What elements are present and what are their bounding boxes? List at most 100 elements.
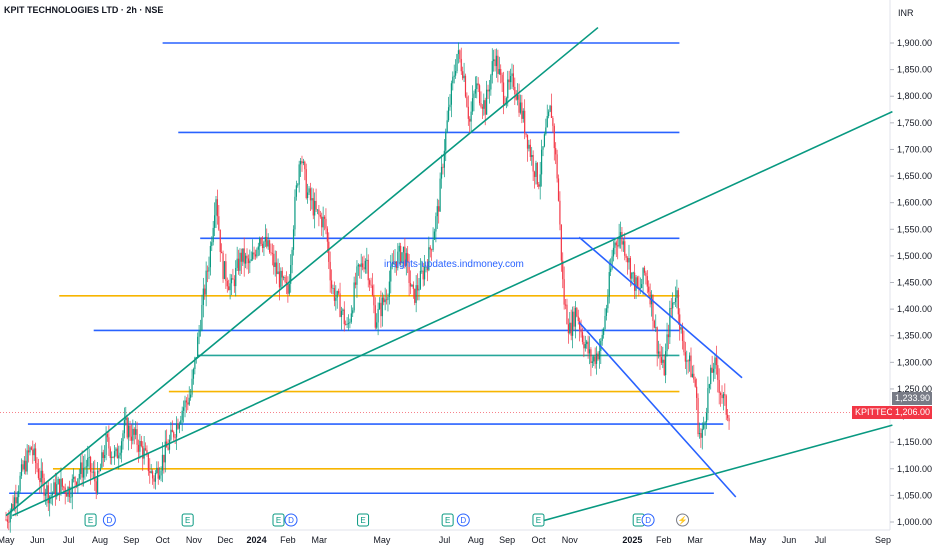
earnings-event-badge <box>532 513 545 527</box>
dividend-event-label: D <box>645 516 651 525</box>
candle-body <box>635 277 637 291</box>
candle-body <box>525 133 527 135</box>
candle-body <box>308 188 310 193</box>
currency-label: INR <box>898 8 914 18</box>
candle-body <box>150 471 152 473</box>
candle-body <box>539 174 541 187</box>
candle-body <box>564 304 567 306</box>
candle-body <box>167 447 169 450</box>
earnings-event-badge <box>441 513 454 527</box>
candle-body <box>550 105 553 118</box>
candle-body <box>119 452 121 456</box>
candle-body <box>409 282 412 287</box>
dividend-event-marker[interactable]: D <box>284 513 298 527</box>
candle-body <box>249 260 251 264</box>
candle-body <box>622 241 624 245</box>
y-tick-label: 1,700.00 <box>897 144 932 154</box>
candle-body <box>311 198 313 201</box>
candle-body <box>273 253 275 267</box>
candle-body <box>12 504 14 510</box>
candle-body <box>122 433 124 442</box>
candle-body <box>75 482 78 486</box>
split-event-marker[interactable]: ⚡ <box>676 513 690 527</box>
x-tick-label: Oct <box>531 535 546 545</box>
dividend-event-marker[interactable]: D <box>102 513 116 527</box>
candle-body <box>603 328 605 335</box>
candle-body <box>97 470 99 493</box>
candle-body <box>425 266 427 268</box>
candle-body <box>580 329 582 333</box>
candle-body <box>133 428 135 435</box>
earnings-event-marker[interactable]: E <box>632 513 645 527</box>
candle-body <box>111 456 113 458</box>
candle-body <box>374 305 376 328</box>
candle-body <box>619 232 622 238</box>
candle-body <box>353 282 355 311</box>
dividend-event-marker[interactable]: D <box>641 513 655 527</box>
candle-body <box>257 246 259 250</box>
candle-body <box>280 270 282 288</box>
candle-body <box>615 242 617 246</box>
candle-body <box>30 447 32 450</box>
candle-body <box>99 467 102 472</box>
trend-line[interactable] <box>578 236 743 379</box>
candle-body <box>549 105 551 112</box>
candle-body <box>85 466 87 468</box>
candle-body <box>404 246 406 266</box>
candle-body <box>44 494 47 496</box>
candle-body <box>5 519 7 521</box>
candle-body <box>58 478 61 494</box>
candle-body <box>208 267 210 272</box>
x-tick-label: Nov <box>186 535 203 545</box>
candle-body <box>309 188 312 201</box>
candle-body <box>235 267 237 287</box>
trend-line[interactable] <box>578 321 737 498</box>
x-tick-label: Aug <box>468 535 484 545</box>
candle-body <box>43 477 45 496</box>
candle-body <box>694 379 696 387</box>
candle-body <box>182 407 185 411</box>
candle-body <box>112 456 114 458</box>
candle-body <box>387 296 389 300</box>
candle-body <box>440 166 443 179</box>
candle-body <box>363 267 365 270</box>
earnings-event-badge <box>272 513 285 527</box>
candle-body <box>191 378 193 395</box>
candle-body <box>180 420 182 424</box>
candle-body <box>428 247 430 271</box>
candle-body <box>531 155 533 157</box>
candle-body <box>502 82 505 105</box>
candle-body <box>391 263 393 267</box>
candle-body <box>371 285 374 296</box>
y-tick-label: 1,550.00 <box>897 224 932 234</box>
earnings-event-marker[interactable]: E <box>357 513 370 527</box>
candle-body <box>394 261 396 265</box>
candle-body <box>408 261 410 283</box>
candle-body <box>225 261 227 281</box>
candle-body <box>446 120 448 132</box>
candle-body <box>411 284 413 287</box>
candle-body <box>717 365 719 380</box>
candle-body <box>721 395 723 399</box>
dividend-event-marker[interactable]: D <box>456 513 470 527</box>
candle-body <box>574 307 577 327</box>
candle-body <box>188 397 190 405</box>
earnings-event-marker[interactable]: E <box>441 513 454 527</box>
earnings-event-marker[interactable]: E <box>272 513 285 527</box>
candle-body <box>614 242 616 248</box>
trend-line[interactable] <box>5 26 599 517</box>
candle-body <box>29 447 31 453</box>
candle-body <box>291 249 293 266</box>
earnings-event-label: E <box>360 516 365 525</box>
candle-body <box>81 462 83 478</box>
candle-body <box>9 512 11 523</box>
trend-line[interactable] <box>11 110 893 517</box>
earnings-event-marker[interactable]: E <box>181 513 194 527</box>
candle-body <box>443 150 445 168</box>
candle-body <box>328 241 330 262</box>
candle-body <box>228 286 230 291</box>
earnings-event-marker[interactable]: E <box>532 513 545 527</box>
candle-body <box>340 310 343 317</box>
earnings-event-marker[interactable]: E <box>84 513 97 527</box>
